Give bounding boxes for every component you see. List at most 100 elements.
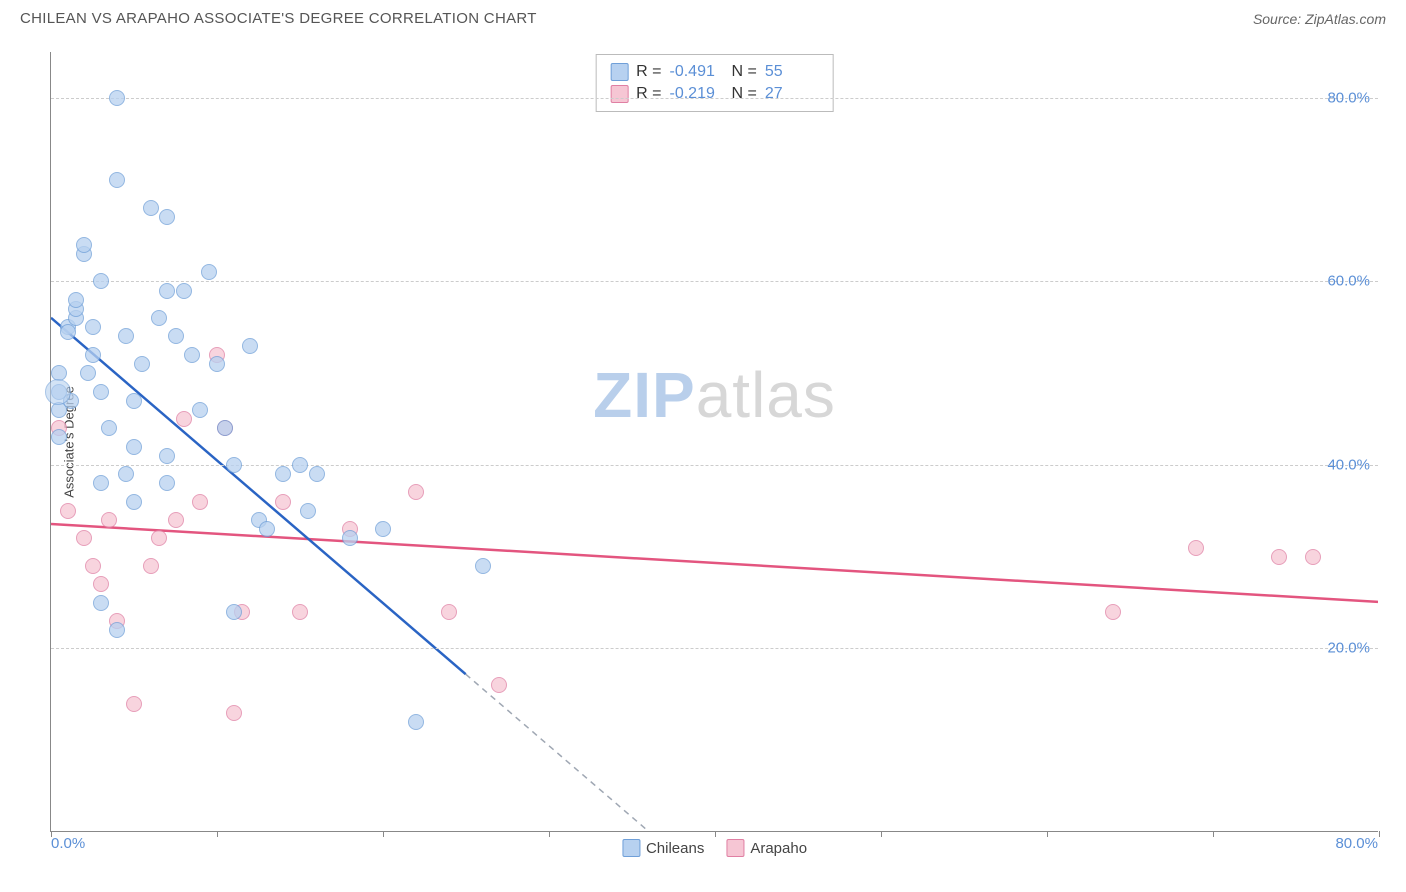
chart-container: Associate's Degree ZIPatlas R = -0.491 N…	[18, 42, 1388, 842]
marker-chileans	[118, 328, 134, 344]
marker-arapaho	[275, 494, 291, 510]
marker-chileans	[300, 503, 316, 519]
y-tick-label: 60.0%	[1327, 273, 1370, 290]
n-label: N =	[732, 85, 757, 103]
marker-chileans	[118, 466, 134, 482]
marker-chileans	[275, 466, 291, 482]
marker-chileans	[126, 494, 142, 510]
marker-chileans	[242, 338, 258, 354]
x-tick-max: 80.0%	[1335, 835, 1378, 852]
chart-title: CHILEAN VS ARAPAHO ASSOCIATE'S DEGREE CO…	[20, 10, 537, 27]
marker-arapaho	[491, 677, 507, 693]
marker-chileans	[159, 209, 175, 225]
watermark-bold: ZIP	[593, 359, 696, 431]
marker-arapaho	[126, 696, 142, 712]
marker-chileans	[309, 466, 325, 482]
legend-bottom: Chileans Arapaho	[622, 839, 807, 857]
marker-chileans	[475, 558, 491, 574]
marker-chileans	[201, 264, 217, 280]
marker-chileans	[143, 200, 159, 216]
plot-area: ZIPatlas R = -0.491 N = 55 R = -0.219 N …	[50, 52, 1378, 832]
marker-chileans	[159, 448, 175, 464]
marker-chileans	[168, 328, 184, 344]
marker-arapaho	[93, 576, 109, 592]
n-value-chileans: 55	[765, 63, 819, 81]
marker-arapaho	[292, 604, 308, 620]
y-tick-label: 20.0%	[1327, 640, 1370, 657]
marker-arapaho	[192, 494, 208, 510]
marker-chileans	[375, 521, 391, 537]
marker-chileans	[109, 172, 125, 188]
x-tick	[383, 831, 384, 837]
r-label: R =	[636, 63, 661, 81]
x-tick	[881, 831, 882, 837]
marker-chileans	[80, 365, 96, 381]
trend-lines	[51, 52, 1378, 831]
x-tick	[217, 831, 218, 837]
marker-arapaho	[1188, 540, 1204, 556]
marker-chileans	[109, 622, 125, 638]
gridline-h	[51, 648, 1378, 649]
marker-arapaho	[441, 604, 457, 620]
marker-chileans	[184, 347, 200, 363]
marker-chileans	[126, 393, 142, 409]
marker-chileans	[292, 457, 308, 473]
y-tick-label: 80.0%	[1327, 89, 1370, 106]
marker-arapaho	[101, 512, 117, 528]
legend-label-arapaho: Arapaho	[750, 840, 807, 857]
marker-chileans	[209, 356, 225, 372]
gridline-h	[51, 465, 1378, 466]
marker-arapaho	[408, 484, 424, 500]
marker-chileans	[134, 356, 150, 372]
marker-chileans	[51, 429, 67, 445]
x-tick	[549, 831, 550, 837]
x-tick	[51, 831, 52, 837]
marker-chileans	[226, 457, 242, 473]
legend-item-arapaho: Arapaho	[726, 839, 807, 857]
n-label: N =	[732, 63, 757, 81]
marker-chileans	[226, 604, 242, 620]
marker-chileans	[60, 324, 76, 340]
marker-arapaho	[176, 411, 192, 427]
watermark: ZIPatlas	[593, 358, 836, 432]
legend-stats-row-chileans: R = -0.491 N = 55	[610, 61, 819, 83]
marker-chileans	[85, 347, 101, 363]
marker-chileans	[217, 420, 233, 436]
r-value-chileans: -0.491	[670, 63, 724, 81]
marker-chileans	[109, 90, 125, 106]
gridline-h	[51, 98, 1378, 99]
marker-arapaho	[85, 558, 101, 574]
chart-header: CHILEAN VS ARAPAHO ASSOCIATE'S DEGREE CO…	[0, 0, 1406, 35]
x-tick	[1379, 831, 1380, 837]
marker-chileans	[192, 402, 208, 418]
marker-chileans	[159, 475, 175, 491]
legend-swatch-chileans	[610, 63, 628, 81]
marker-chileans	[93, 595, 109, 611]
legend-label-chileans: Chileans	[646, 840, 704, 857]
marker-chileans	[126, 439, 142, 455]
marker-arapaho	[168, 512, 184, 528]
marker-chileans	[85, 319, 101, 335]
x-tick-min: 0.0%	[51, 835, 85, 852]
marker-chileans	[342, 530, 358, 546]
marker-chileans	[93, 475, 109, 491]
marker-chileans	[93, 384, 109, 400]
marker-chileans	[93, 273, 109, 289]
marker-chileans	[45, 379, 71, 405]
marker-chileans	[151, 310, 167, 326]
chart-source: Source: ZipAtlas.com	[1253, 11, 1386, 27]
marker-arapaho	[226, 705, 242, 721]
legend-stats-box: R = -0.491 N = 55 R = -0.219 N = 27	[595, 54, 834, 112]
x-tick	[715, 831, 716, 837]
marker-chileans	[408, 714, 424, 730]
legend-swatch-arapaho	[610, 85, 628, 103]
n-value-arapaho: 27	[765, 85, 819, 103]
legend-swatch-chileans	[622, 839, 640, 857]
watermark-light: atlas	[696, 359, 836, 431]
legend-item-chileans: Chileans	[622, 839, 704, 857]
legend-swatch-arapaho	[726, 839, 744, 857]
marker-chileans	[76, 237, 92, 253]
x-tick	[1047, 831, 1048, 837]
marker-chileans	[101, 420, 117, 436]
y-tick-label: 40.0%	[1327, 456, 1370, 473]
